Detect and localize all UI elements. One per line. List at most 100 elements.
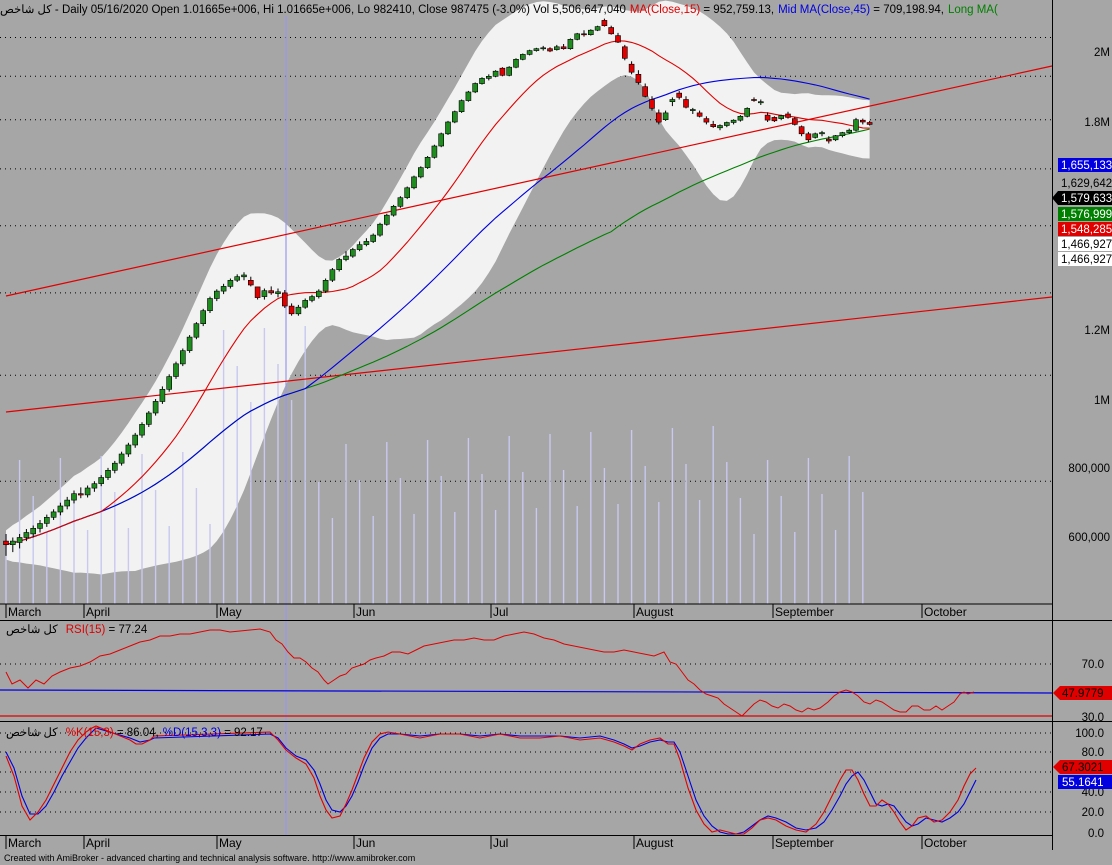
candlesticks[interactable] xyxy=(3,18,873,556)
candle-body xyxy=(37,523,43,529)
x-month-label: August xyxy=(636,836,674,850)
candle-body xyxy=(866,122,873,125)
candle-body xyxy=(628,63,635,73)
candle-body xyxy=(370,234,377,242)
candle-body xyxy=(479,78,485,84)
candle-body xyxy=(50,511,57,518)
candle-body xyxy=(642,86,649,97)
trendline-long[interactable] xyxy=(5,296,1053,413)
candle-body xyxy=(71,493,77,501)
candle-body xyxy=(132,434,138,446)
candle-body xyxy=(78,493,84,496)
long-ma-badge xyxy=(1058,207,1112,221)
candle-body xyxy=(180,350,186,365)
candle-body xyxy=(411,176,417,189)
x-month-label: September xyxy=(775,605,834,619)
ma15-badge-text: 1,548,285 xyxy=(1061,224,1112,236)
candle-body xyxy=(492,70,499,77)
candle-body xyxy=(553,46,560,50)
candle-body xyxy=(43,516,50,524)
y-tick-label: 1.8M xyxy=(1084,117,1110,129)
mid-ma-value: = 709,198.94, xyxy=(870,4,944,16)
x-month-label: Jul xyxy=(493,605,508,619)
candle-body xyxy=(118,453,125,464)
candle-body xyxy=(105,469,111,478)
candle-body xyxy=(193,323,200,338)
x-month-label: Jun xyxy=(356,605,375,619)
candle-body xyxy=(220,286,227,292)
trendline-short[interactable] xyxy=(5,65,1053,297)
candle-body xyxy=(499,67,506,76)
y-tick-label: 800,000 xyxy=(1068,463,1110,475)
candle-body xyxy=(533,48,540,51)
candle-body xyxy=(757,101,764,104)
candle-body xyxy=(662,112,669,121)
candle-body xyxy=(112,462,118,471)
candle-body xyxy=(798,126,805,135)
stochastic-pane[interactable]: كل شاخص %K(15,3) = 86.04, %D(15,3,3) = 92.… xyxy=(0,722,1112,850)
candle-body xyxy=(683,99,689,108)
x-month-label: March xyxy=(8,605,41,619)
price-y-axis: 2M 1.8M 1.2M 1M 800,000 600,000 xyxy=(1068,47,1110,544)
stoch-k-value: = 86.04, xyxy=(114,727,159,739)
candle-body xyxy=(214,290,220,299)
band-badge xyxy=(1058,237,1112,251)
candle-body xyxy=(3,540,9,545)
x-month-label: September xyxy=(775,836,834,850)
candle-body xyxy=(57,505,64,513)
candle-body xyxy=(315,290,322,297)
ma15-label: MA(Close,15) xyxy=(630,4,700,16)
rsi-value: = 77.24 xyxy=(105,624,147,636)
candle-body xyxy=(10,540,16,545)
candle-body xyxy=(207,298,213,311)
last-price-badge xyxy=(1052,191,1112,205)
candle-body xyxy=(356,244,363,250)
x-month-label: October xyxy=(924,605,967,619)
candle-body xyxy=(791,118,798,125)
candle-body xyxy=(98,477,104,484)
price-header: كل شاخص - Daily 05/16/2020 Open 1.01665e… xyxy=(0,3,998,16)
candle-body xyxy=(458,100,465,112)
rsi-pane[interactable]: كل شاخص RSI(15) = 77.24 70.0 30.0 47.9779 xyxy=(0,621,1112,724)
y-tick-label: 600,000 xyxy=(1068,532,1110,544)
band-badge-text: 1,466,927 xyxy=(1061,239,1112,251)
stoch-k-label: %K(15,3) xyxy=(66,727,114,739)
candle-body xyxy=(322,279,329,292)
candle-body xyxy=(16,537,23,543)
candle-body xyxy=(778,115,785,119)
candle-body xyxy=(832,135,839,141)
long-ma-badge-text: 1,576,999 xyxy=(1061,209,1112,221)
candle-body xyxy=(23,532,30,538)
candle-body xyxy=(445,121,451,135)
y-tick-label: 30.0 xyxy=(1082,712,1104,724)
candle-body xyxy=(689,109,696,111)
y-tick-label: 20.0 xyxy=(1082,807,1104,819)
bollinger-band xyxy=(6,0,870,575)
y-tick-label: 2M xyxy=(1094,47,1110,59)
candle-body xyxy=(363,241,370,245)
candle-body xyxy=(560,46,567,49)
candle-body xyxy=(594,26,601,31)
ma15-line xyxy=(5,40,870,546)
rsi-header: كل شاخص RSI(15) = 77.24 xyxy=(6,623,148,636)
price-pane[interactable]: كل شاخص - Daily 05/16/2020 Open 1.01665e… xyxy=(0,0,1112,620)
mid-ma-line xyxy=(5,76,870,546)
candle-body xyxy=(853,119,859,131)
candle-body xyxy=(159,388,166,402)
price-value-badges: 1,655,133 1,629,642 1,579,633 1,576,999 … xyxy=(1052,158,1112,266)
candle-body xyxy=(166,376,172,390)
stoch-k-line xyxy=(5,725,977,835)
symbol-label: كل شاخص xyxy=(0,3,52,16)
y-tick-label: 80.0 xyxy=(1082,747,1104,759)
candle-body xyxy=(125,444,132,455)
candle-body xyxy=(485,76,492,79)
candle-body xyxy=(744,108,751,117)
candle-body xyxy=(540,47,547,50)
stoch-d-badge xyxy=(1058,775,1112,789)
candle-body xyxy=(771,117,778,122)
candle-body xyxy=(696,112,703,117)
x-month-label: Jun xyxy=(356,836,375,850)
stoch-header: كل شاخص %K(15,3) = 86.04, %D(15,3,3) = 92.… xyxy=(6,726,263,739)
x-month-label: August xyxy=(636,605,674,619)
